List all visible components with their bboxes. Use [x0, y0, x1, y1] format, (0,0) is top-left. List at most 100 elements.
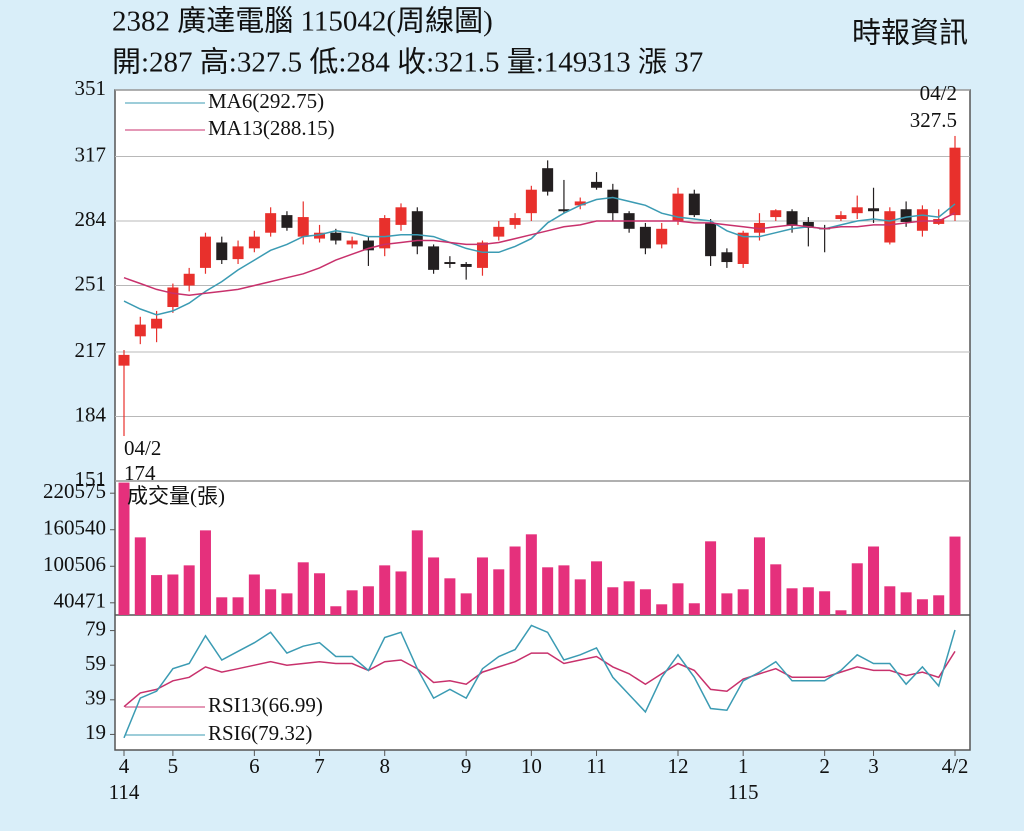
candle-body — [362, 240, 374, 251]
volume-bar — [346, 590, 358, 615]
candle-body — [574, 201, 586, 206]
candle-body — [656, 228, 668, 245]
volume-bar — [199, 530, 211, 615]
candle-body — [330, 232, 342, 241]
candle-body — [639, 226, 651, 249]
candle-body — [411, 211, 423, 247]
volume-bar — [721, 593, 733, 615]
candle-body — [770, 210, 782, 218]
candle-body — [786, 211, 798, 226]
candle-body — [737, 232, 749, 264]
candle-body — [183, 273, 195, 286]
y-tick-label: 317 — [75, 142, 107, 166]
low-annotation: 04/2 — [124, 436, 161, 460]
volume-bar — [248, 574, 260, 615]
high-annotation: 04/2 — [920, 81, 957, 105]
volume-bar — [216, 597, 228, 615]
candle-body — [232, 246, 244, 260]
volume-bar — [281, 593, 293, 615]
y-tick-label: 151 — [75, 467, 107, 491]
volume-bar — [558, 565, 570, 615]
y-tick-label: 351 — [75, 76, 107, 100]
volume-bar — [395, 571, 407, 615]
high-annotation: 327.5 — [910, 108, 957, 132]
y-tick-label: 39 — [85, 686, 106, 710]
candle-body — [916, 209, 928, 231]
volume-bar — [118, 482, 130, 615]
source: 時報資訊 — [852, 17, 968, 50]
y-tick-label: 217 — [75, 338, 107, 362]
volume-bar — [868, 546, 880, 615]
candle-body — [216, 242, 228, 261]
candle-body — [884, 211, 896, 243]
x-tick-label: 8 — [379, 754, 390, 778]
volume-bar — [688, 603, 700, 615]
candle-body — [542, 168, 554, 192]
candle-body — [167, 287, 179, 308]
x-tick-label: 2 — [819, 754, 830, 778]
volume-bar — [900, 592, 912, 615]
volume-bar — [705, 541, 717, 615]
candle-body — [868, 208, 880, 212]
candle-body — [607, 189, 619, 214]
candle-body — [199, 236, 211, 268]
candle-body — [525, 189, 537, 214]
candle-body — [151, 318, 163, 329]
legend-label: MA13(288.15) — [208, 116, 335, 140]
volume-bar — [835, 610, 847, 615]
legend-label: RSI6(79.32) — [208, 721, 312, 745]
candle-body — [297, 217, 309, 237]
rsi-line — [123, 651, 956, 708]
volume-bar — [297, 562, 309, 615]
y-tick-label: 251 — [75, 271, 107, 295]
y-tick-label: 220575 — [43, 479, 106, 503]
candle-body — [493, 226, 505, 237]
volume-bar — [265, 589, 277, 615]
legend-label: 成交量(張) — [127, 484, 225, 508]
legend-label: RSI13(66.99) — [208, 693, 323, 717]
candle-body — [705, 222, 717, 257]
volume-bar — [151, 575, 163, 615]
x-tick-label: 10 — [521, 754, 542, 778]
candle-body — [721, 252, 733, 263]
volume-bar — [639, 589, 651, 615]
info-line: 開:287 高:327.5 低:284 收:321.5 量:149313 漲 3… — [112, 46, 703, 79]
volume-bar — [933, 595, 945, 615]
x-tick-label: 9 — [461, 754, 472, 778]
volume-bar — [493, 569, 505, 615]
candle-body — [591, 181, 603, 188]
y-tick-label: 184 — [75, 402, 107, 426]
volume-bar — [379, 565, 391, 615]
volume-bar — [167, 574, 179, 615]
candle-body — [802, 221, 814, 228]
candle-body — [314, 232, 326, 239]
volume-bar — [574, 579, 586, 615]
y-tick-label: 40471 — [54, 589, 107, 613]
x-year-label: 114 — [109, 780, 140, 804]
volume-bar — [672, 583, 684, 615]
volume-bar — [542, 567, 554, 615]
candle-body — [460, 263, 472, 267]
volume-bar — [314, 573, 326, 615]
volume-bar — [232, 597, 244, 615]
y-tick-label: 59 — [85, 651, 106, 675]
x-tick-label: 4/2 — [942, 754, 969, 778]
volume-bar — [623, 581, 635, 615]
rsi-line — [123, 624, 956, 739]
x-tick-label: 7 — [314, 754, 325, 778]
candle-body — [900, 209, 912, 222]
candle-body — [949, 147, 961, 216]
candle-body — [558, 209, 570, 212]
y-tick-label: 79 — [85, 616, 106, 640]
candle-body — [134, 324, 146, 337]
y-tick-label: 100506 — [43, 552, 106, 576]
volume-bar — [884, 586, 896, 615]
y-tick-label: 284 — [75, 207, 107, 231]
candle-body — [476, 242, 488, 268]
x-tick-label: 12 — [668, 754, 689, 778]
volume-bar — [444, 578, 456, 615]
candle-body — [753, 222, 765, 233]
candle-body — [851, 207, 863, 214]
candle-body — [281, 215, 293, 228]
